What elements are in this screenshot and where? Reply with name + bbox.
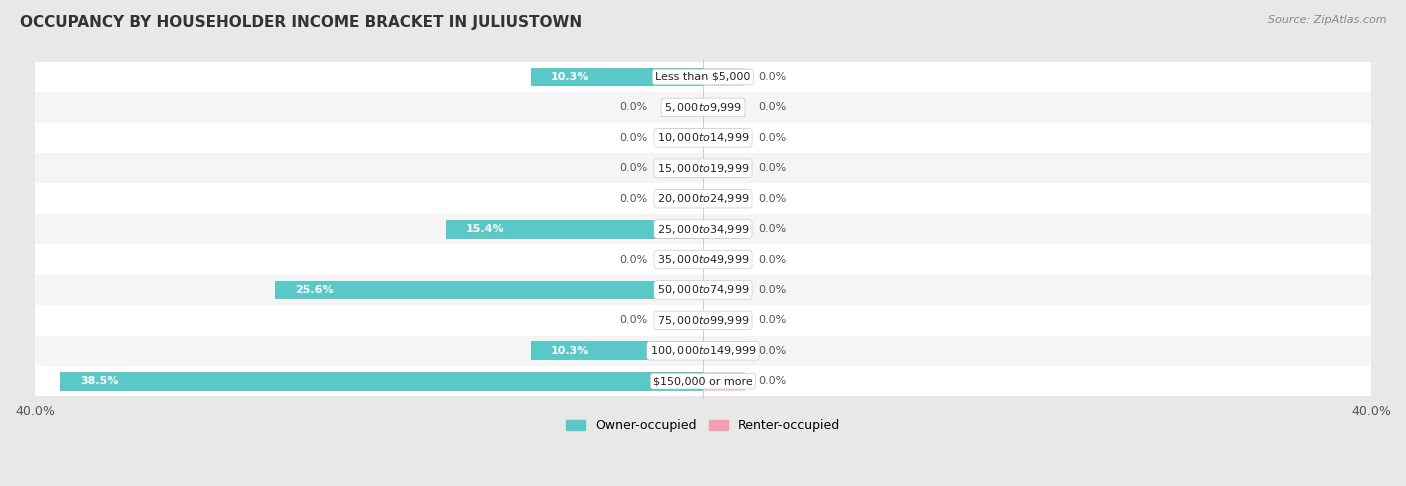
Bar xyxy=(703,189,745,208)
Text: $35,000 to $49,999: $35,000 to $49,999 xyxy=(657,253,749,266)
Text: 0.0%: 0.0% xyxy=(758,255,786,264)
Bar xyxy=(703,98,745,117)
Text: Source: ZipAtlas.com: Source: ZipAtlas.com xyxy=(1268,15,1386,25)
Bar xyxy=(661,159,703,178)
Bar xyxy=(661,189,703,208)
Bar xyxy=(276,280,703,299)
Text: 25.6%: 25.6% xyxy=(295,285,335,295)
Bar xyxy=(703,220,745,239)
Bar xyxy=(661,98,703,117)
Text: 10.3%: 10.3% xyxy=(551,72,589,82)
Text: $20,000 to $24,999: $20,000 to $24,999 xyxy=(657,192,749,205)
Bar xyxy=(35,122,1371,153)
Bar xyxy=(703,250,745,269)
Text: 0.0%: 0.0% xyxy=(620,163,648,173)
Text: 0.0%: 0.0% xyxy=(758,376,786,386)
Text: $75,000 to $99,999: $75,000 to $99,999 xyxy=(657,314,749,327)
Text: 15.4%: 15.4% xyxy=(465,224,505,234)
Text: $10,000 to $14,999: $10,000 to $14,999 xyxy=(657,131,749,144)
Bar xyxy=(35,244,1371,275)
Text: 0.0%: 0.0% xyxy=(758,285,786,295)
Text: 0.0%: 0.0% xyxy=(758,346,786,356)
Text: 0.0%: 0.0% xyxy=(620,193,648,204)
Text: 10.3%: 10.3% xyxy=(551,346,589,356)
Bar xyxy=(35,214,1371,244)
Text: 0.0%: 0.0% xyxy=(620,255,648,264)
Text: 0.0%: 0.0% xyxy=(620,103,648,112)
Text: 0.0%: 0.0% xyxy=(758,103,786,112)
Bar xyxy=(703,280,745,299)
Bar xyxy=(531,68,703,87)
Bar xyxy=(703,311,745,330)
Text: $5,000 to $9,999: $5,000 to $9,999 xyxy=(664,101,742,114)
Text: $25,000 to $34,999: $25,000 to $34,999 xyxy=(657,223,749,236)
Bar xyxy=(35,305,1371,335)
Text: 0.0%: 0.0% xyxy=(758,315,786,325)
Text: $50,000 to $74,999: $50,000 to $74,999 xyxy=(657,283,749,296)
Text: $150,000 or more: $150,000 or more xyxy=(654,376,752,386)
Bar xyxy=(35,153,1371,183)
Bar xyxy=(60,372,703,391)
Bar xyxy=(35,92,1371,122)
Bar xyxy=(661,250,703,269)
Bar xyxy=(661,311,703,330)
Text: 0.0%: 0.0% xyxy=(758,72,786,82)
Text: $15,000 to $19,999: $15,000 to $19,999 xyxy=(657,162,749,175)
Text: OCCUPANCY BY HOUSEHOLDER INCOME BRACKET IN JULIUSTOWN: OCCUPANCY BY HOUSEHOLDER INCOME BRACKET … xyxy=(20,15,582,30)
Bar xyxy=(703,341,745,360)
Legend: Owner-occupied, Renter-occupied: Owner-occupied, Renter-occupied xyxy=(561,415,845,437)
Text: 0.0%: 0.0% xyxy=(620,315,648,325)
Text: 0.0%: 0.0% xyxy=(620,133,648,143)
Text: 38.5%: 38.5% xyxy=(80,376,118,386)
Bar xyxy=(35,62,1371,92)
Bar xyxy=(35,335,1371,366)
Text: 0.0%: 0.0% xyxy=(758,133,786,143)
Bar xyxy=(35,366,1371,397)
Text: 0.0%: 0.0% xyxy=(758,193,786,204)
Bar xyxy=(703,159,745,178)
Text: 0.0%: 0.0% xyxy=(758,163,786,173)
Text: Less than $5,000: Less than $5,000 xyxy=(655,72,751,82)
Bar xyxy=(703,372,745,391)
Text: 0.0%: 0.0% xyxy=(758,224,786,234)
Bar xyxy=(531,341,703,360)
Bar xyxy=(446,220,703,239)
Bar xyxy=(703,128,745,147)
Bar xyxy=(661,128,703,147)
Bar xyxy=(703,68,745,87)
Bar xyxy=(35,275,1371,305)
Bar xyxy=(35,183,1371,214)
Text: $100,000 to $149,999: $100,000 to $149,999 xyxy=(650,344,756,357)
